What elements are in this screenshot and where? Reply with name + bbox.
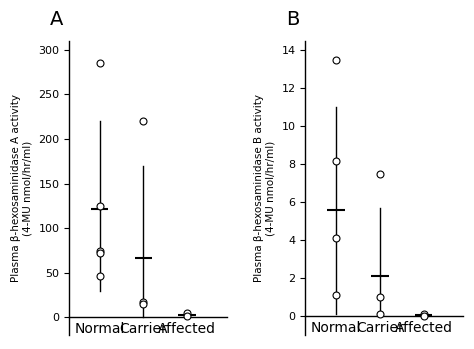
Y-axis label: Plasma β-hexosaminidase B activity
(4-MU nmol/hr/ml): Plasma β-hexosaminidase B activity (4-MU…: [255, 94, 276, 282]
Text: B: B: [286, 10, 300, 29]
Y-axis label: Plasma β-hexosaminidase A activity
(4-MU nmol/hr/ml): Plasma β-hexosaminidase A activity (4-MU…: [11, 94, 33, 282]
Text: A: A: [50, 10, 64, 29]
